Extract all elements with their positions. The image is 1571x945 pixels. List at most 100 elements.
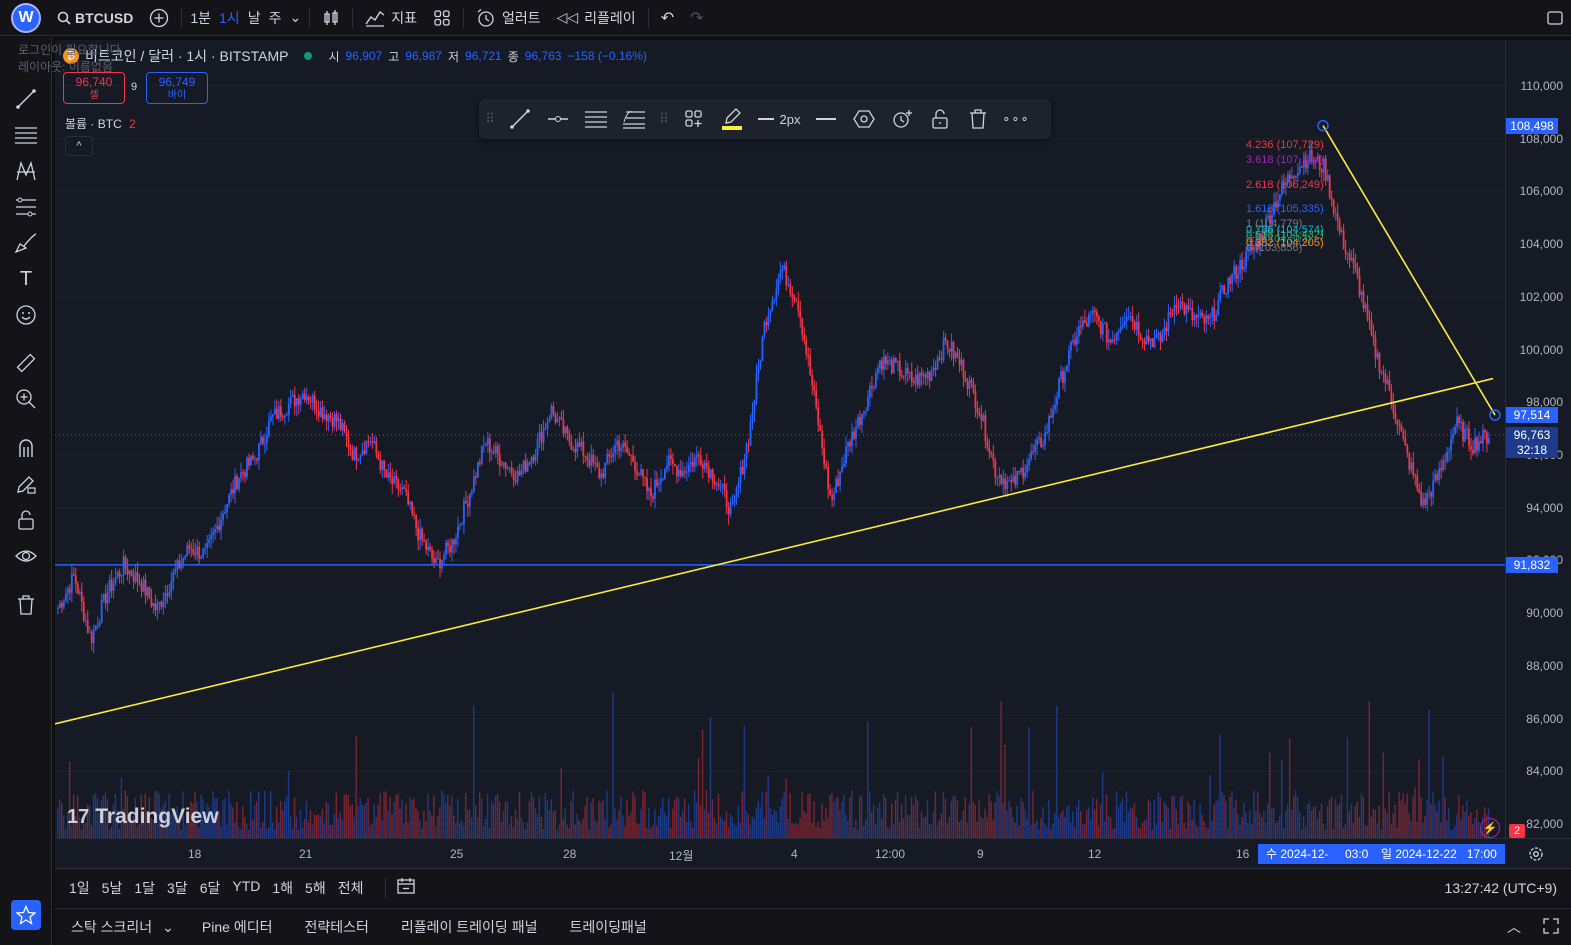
drag-handle-icon[interactable]: ⠿ (659, 111, 669, 126)
candle-body (829, 489, 832, 496)
alert-button[interactable]: 얼러트 (468, 0, 549, 36)
range-button[interactable]: 1해 (272, 879, 294, 896)
tab-trading-panel[interactable]: 트레이딩패널 (569, 919, 647, 935)
alerts-badge[interactable]: 2 (1509, 824, 1525, 838)
candle-body (542, 428, 545, 443)
volume-bar (1364, 825, 1367, 838)
horizontal-ray-button[interactable] (539, 99, 577, 139)
volume-bar (170, 813, 172, 838)
goto-date-button[interactable] (396, 877, 416, 898)
redo-button[interactable]: ↷ (682, 0, 711, 36)
volume-bar (960, 819, 962, 838)
maximize-panel-button[interactable] (1531, 917, 1571, 937)
emoji-tool[interactable] (0, 300, 52, 330)
interval-1w[interactable]: 주 (268, 9, 282, 26)
brush-tool[interactable] (0, 228, 52, 258)
lock-drawing-button[interactable] (921, 99, 959, 139)
chart-type-button[interactable] (314, 0, 348, 36)
candle-body (626, 446, 629, 453)
candle-body (401, 487, 404, 490)
candle-body (1336, 213, 1339, 221)
symbol-search-button[interactable]: BTCUSD (49, 0, 141, 36)
line-width-button[interactable]: 2px (751, 99, 807, 139)
replay-button[interactable]: ◁◁ 리플레이 (549, 0, 644, 36)
range-button[interactable]: 5해 (305, 879, 326, 896)
more-options-button[interactable]: ∘∘∘ (997, 99, 1035, 139)
fullscreen-button[interactable] (1539, 0, 1571, 36)
watchlist-button[interactable] (11, 900, 41, 930)
candle-body (670, 455, 672, 460)
interval-dropdown[interactable]: ⌄ (285, 0, 305, 36)
tradingview-watermark[interactable]: 17 TradingView (67, 805, 219, 829)
candle-body (886, 360, 889, 365)
interval-1m[interactable]: 1분 (190, 9, 212, 26)
zoom-tool[interactable] (0, 384, 52, 414)
forecast-tool[interactable] (0, 192, 52, 222)
tab-pine-editor[interactable]: Pine 에디터 (201, 919, 273, 935)
hide-tool[interactable] (0, 541, 52, 571)
fib-tool[interactable] (0, 120, 52, 150)
sell-button[interactable]: 96,740 셀 (63, 72, 125, 104)
volume-bar (1396, 827, 1398, 838)
lock-drawing-mode-tool[interactable] (0, 469, 52, 499)
range-button[interactable]: 5날 (101, 879, 123, 896)
volume-bar (186, 822, 188, 838)
range-button[interactable]: 1달 (134, 879, 156, 896)
market-status-icon[interactable] (304, 52, 313, 60)
trend-line-tool[interactable] (0, 84, 52, 114)
candle-body (950, 342, 953, 352)
line-style-button[interactable] (807, 99, 845, 139)
compare-button[interactable] (141, 0, 177, 36)
candle-body (711, 469, 714, 482)
line-width-icon (757, 118, 774, 120)
candle-body (323, 414, 326, 419)
range-button[interactable]: 6달 (199, 879, 221, 896)
symbol-title[interactable]: 비트코인 / 달러 · 1시 · BITSTAMP (85, 48, 289, 64)
volume-bar (1255, 810, 1257, 838)
candle-body (1478, 441, 1480, 451)
range-button[interactable]: 전체 (337, 879, 364, 896)
range-button[interactable]: 3달 (167, 879, 188, 896)
layout-templates-button[interactable] (425, 0, 459, 36)
pattern-tool[interactable] (0, 156, 52, 186)
candle-body (1171, 314, 1174, 316)
axis-settings-button[interactable] (1527, 845, 1545, 868)
parallel-channel-button[interactable] (577, 99, 615, 139)
interval-1d[interactable]: 날 (247, 9, 261, 26)
tab-stock-screener[interactable]: 스탁 스크리너 ⌄ (55, 917, 186, 937)
delete-drawing-button[interactable] (959, 99, 997, 139)
magnet-tool[interactable] (0, 433, 52, 463)
add-template-button[interactable] (675, 99, 713, 139)
buy-button[interactable]: 96,749 바이 (146, 72, 208, 104)
measure-tool[interactable] (0, 348, 52, 378)
fib-retracement-button[interactable] (615, 99, 653, 139)
drag-handle-icon[interactable]: ⠿ (485, 111, 495, 126)
volume-bar (741, 791, 744, 838)
settings-button[interactable] (845, 99, 883, 139)
price-axis[interactable]: 110,000 108,000 106,000 104,000 102,000 100,0… (1505, 40, 1571, 838)
candle-body (1006, 480, 1009, 489)
lock-all-tool[interactable] (0, 505, 52, 535)
tab-strategy-tester[interactable]: 전략테스터 (304, 919, 369, 935)
expand-panel-button[interactable]: ︿ (1497, 917, 1531, 937)
collapse-legend-button[interactable]: ^ (65, 136, 93, 156)
create-alert-button[interactable] (883, 99, 921, 139)
line-tool-button[interactable] (501, 99, 539, 139)
line-color-button[interactable] (713, 99, 751, 139)
tradingview-logo-icon[interactable]: W (11, 2, 41, 33)
range-button[interactable]: 1일 (69, 879, 90, 896)
undo-button[interactable]: ↶ (653, 0, 682, 36)
indicators-button[interactable]: 지표 (357, 0, 425, 36)
volume-bar (618, 810, 620, 838)
candle-body (588, 460, 591, 466)
range-button[interactable]: YTD (232, 877, 261, 894)
interval-1h[interactable]: 1시 (219, 9, 240, 26)
flash-icon[interactable]: ⚡ (1480, 818, 1500, 838)
text-tool[interactable]: T (0, 264, 52, 294)
tab-replay-trading[interactable]: 리플레이 트레이딩 패널 (400, 919, 538, 935)
chart-pane[interactable] (55, 40, 1505, 838)
clock-timezone[interactable]: 13:27:42 (UTC+9) (1444, 879, 1557, 896)
volume-legend[interactable]: 볼륨 · BTC 2 (65, 115, 136, 132)
remove-drawings-tool[interactable] (0, 590, 52, 620)
